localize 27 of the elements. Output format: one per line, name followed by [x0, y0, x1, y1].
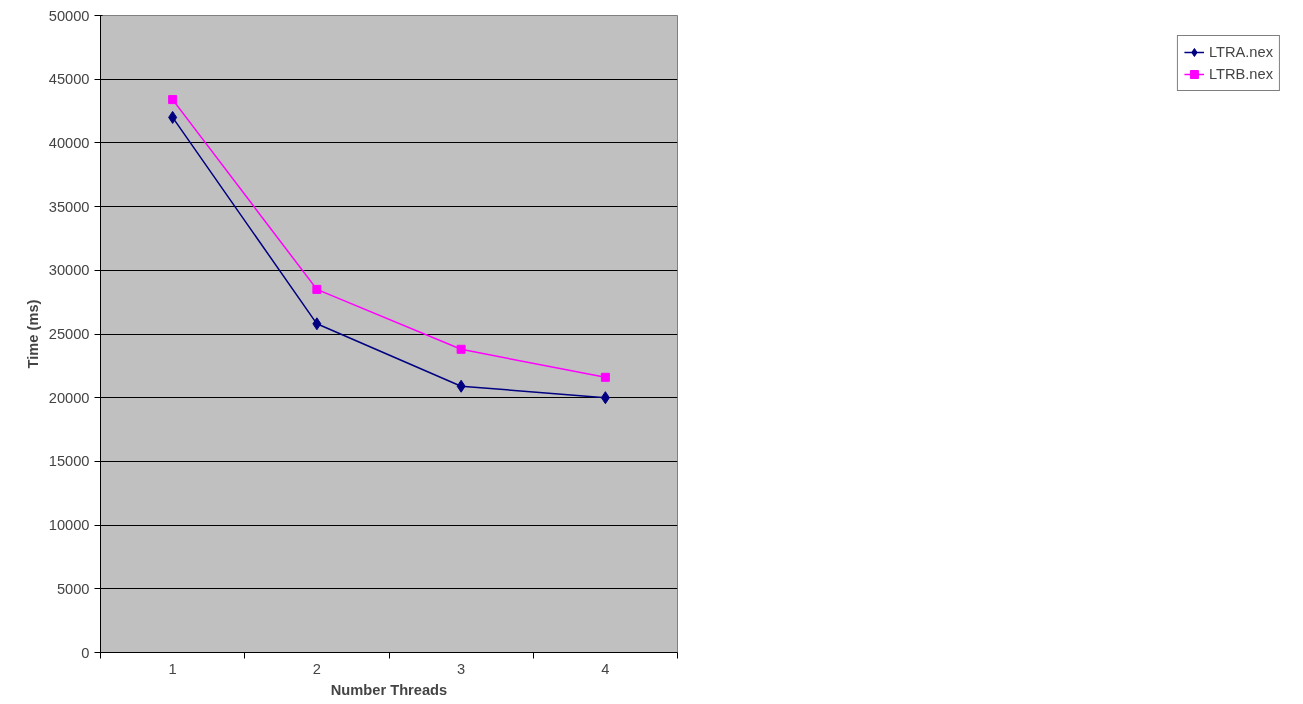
- y-tick-label: 25000: [48, 326, 90, 342]
- y-tick-label: 20000: [48, 389, 90, 406]
- legend-label: LTRB.nex: [1208, 66, 1273, 82]
- y-tick-label: 35000: [48, 198, 90, 215]
- point: [456, 379, 466, 393]
- y-tick-label: 0: [81, 644, 90, 661]
- legend-label: LTRA.nex: [1208, 44, 1273, 60]
- point: [168, 95, 178, 105]
- x-tick-label: 4: [601, 660, 610, 677]
- x-tick-label: 1: [168, 660, 177, 677]
- y-tick-label: 40000: [48, 134, 90, 151]
- y-tick-label: 45000: [48, 71, 90, 88]
- y-tick-label: 30000: [48, 262, 90, 279]
- x-tick-label: 2: [312, 660, 321, 677]
- point: [312, 317, 322, 331]
- point: [600, 372, 610, 382]
- y-tick-label: 5000: [56, 580, 90, 597]
- y-axis-title: Time (ms): [24, 299, 41, 369]
- x-axis-title: Number Threads: [330, 681, 448, 698]
- y-tick-label: 10000: [48, 517, 90, 534]
- point: [456, 344, 466, 354]
- y-tick-label: 15000: [48, 453, 90, 470]
- point: [312, 284, 322, 294]
- point: [168, 110, 178, 124]
- x-tick-label: 3: [457, 660, 466, 677]
- y-tick-label: 50000: [48, 7, 90, 24]
- point: [600, 391, 610, 405]
